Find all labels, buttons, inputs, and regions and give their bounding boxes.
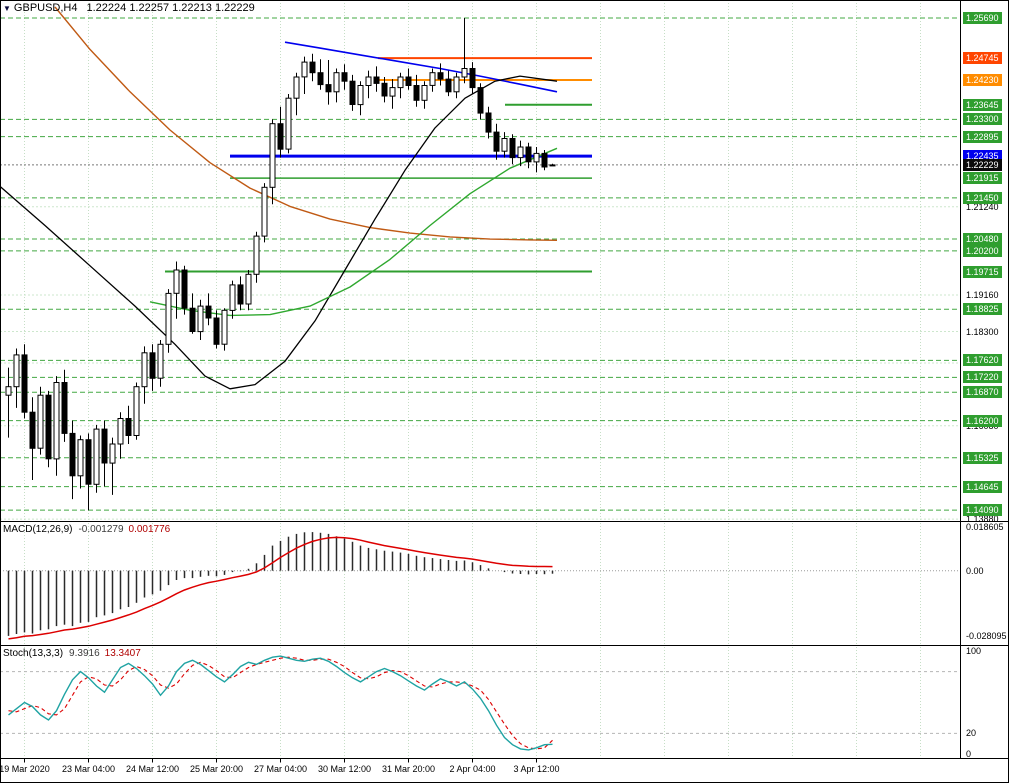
- ma-black: [0, 75, 558, 390]
- candle-body: [461, 68, 468, 78]
- candle-body: [109, 443, 116, 464]
- candle-body: [117, 418, 124, 445]
- title-ohlc-values: 1.22224 1.22257 1.22213 1.22229: [86, 2, 255, 14]
- candle-body: [381, 82, 388, 97]
- candle-body: [69, 432, 76, 477]
- candle-body: [397, 76, 404, 89]
- candle-body: [485, 112, 492, 133]
- candle-body: [293, 76, 300, 99]
- candle-body: [221, 309, 228, 345]
- candle-body: [365, 76, 372, 86]
- candle-body: [101, 428, 108, 464]
- stoch-main-value: 9.3916: [69, 648, 100, 659]
- candle-body: [157, 343, 164, 379]
- candle-body: [149, 352, 156, 379]
- candle-body: [237, 284, 244, 305]
- candle-body: [13, 354, 20, 388]
- candle-body: [477, 87, 484, 114]
- candle-body: [61, 382, 68, 434]
- candle-body: [541, 152, 548, 168]
- candle-body: [205, 305, 212, 319]
- stoch-signal-line: [8, 656, 553, 750]
- candle-body: [437, 72, 444, 80]
- candle-body: [445, 78, 452, 93]
- candle-body: [173, 269, 180, 294]
- candle-body: [405, 76, 412, 86]
- candle-body: [53, 382, 60, 460]
- triangle-down-icon: ▼: [3, 4, 11, 13]
- symbol-period-label: GBPUSD,H4: [13, 2, 78, 14]
- candle-body: [261, 186, 268, 237]
- stoch-signal-value: 13.3407: [104, 648, 141, 659]
- candle-body: [285, 97, 292, 150]
- candle-body: [181, 269, 188, 309]
- chart-title: ▼ GBPUSD,H4 1.22224 1.22257 1.22213 1.2222…: [3, 2, 255, 14]
- ma-orange: [54, 6, 558, 241]
- candle-body: [517, 146, 524, 159]
- macd-indicator-label: MACD(12,26,9) -0.001279 0.001776: [3, 524, 170, 535]
- candle-body: [141, 352, 148, 388]
- candle-body: [37, 394, 44, 449]
- candle-body: [421, 85, 428, 101]
- candle-body: [325, 84, 332, 93]
- candle-body: [301, 61, 308, 78]
- candle-body: [253, 235, 260, 275]
- candle-body: [229, 284, 236, 311]
- candle-body: [317, 72, 324, 86]
- macd-signal-value: 0.001776: [128, 524, 171, 535]
- candle-body: [269, 123, 276, 188]
- candle-body: [277, 123, 284, 150]
- candle-body: [197, 305, 204, 333]
- candle-body: [493, 131, 500, 152]
- candle-body: [341, 72, 348, 82]
- candle-body: [245, 273, 252, 305]
- macd-name: MACD(12,26,9): [3, 524, 73, 535]
- candle-body: [373, 76, 380, 84]
- candle-body: [533, 152, 540, 163]
- candle-body: [333, 72, 340, 93]
- candle-body: [125, 418, 132, 436]
- candle-body: [453, 76, 460, 93]
- candle-body: [429, 72, 436, 86]
- candle-body: [165, 292, 172, 345]
- candle-body: [189, 307, 196, 333]
- stoch-main-line: [8, 655, 553, 751]
- main-panel: [0, 0, 960, 520]
- candle-body: [501, 138, 508, 152]
- candle-body: [29, 411, 36, 449]
- stochastic-indicator-label: Stoch(13,3,3) 9.3916 13.3407: [3, 648, 141, 659]
- candle-body: [469, 68, 476, 89]
- candle-body: [77, 439, 84, 477]
- candle-body: [389, 87, 396, 97]
- candle-body: [413, 85, 420, 101]
- macd-panel: [0, 523, 960, 644]
- candle-body: [349, 80, 356, 105]
- candle-body: [21, 354, 28, 413]
- macd-signal-line: [8, 536, 553, 640]
- candle-body: [93, 428, 100, 485]
- candle-body: [85, 439, 92, 485]
- candle-body: [133, 386, 140, 437]
- candle-body: [5, 386, 12, 396]
- ma-blue: [284, 41, 558, 93]
- candle-body: [525, 146, 532, 163]
- candle-body: [45, 394, 52, 460]
- macd-main-value: -0.001279: [78, 524, 124, 535]
- stoch-name: Stoch(13,3,3): [3, 648, 64, 659]
- candle-body: [509, 138, 516, 159]
- candle-body: [549, 164, 556, 167]
- stochastic-panel: [0, 647, 960, 757]
- candle-body: [357, 85, 364, 106]
- candle-body: [213, 317, 220, 345]
- candle-body: [309, 61, 316, 74]
